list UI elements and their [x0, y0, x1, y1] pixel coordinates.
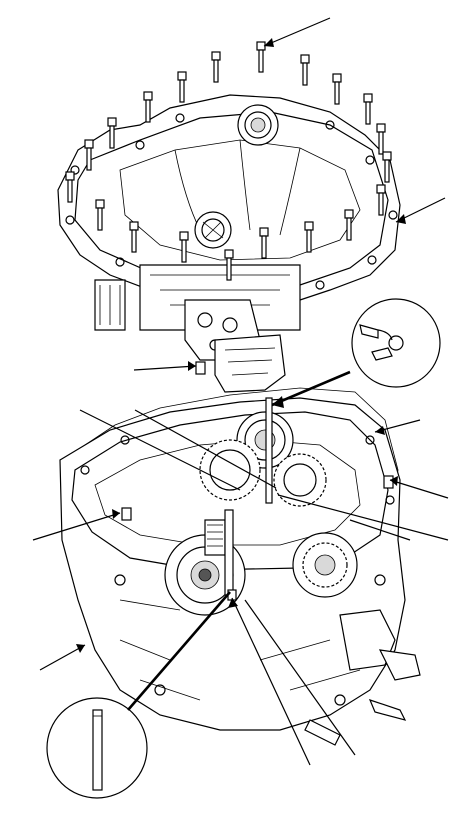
lower-case-assembly	[59, 397, 421, 746]
dowel-pin-left	[121, 507, 132, 521]
arrowheads	[76, 38, 406, 653]
upper-housing	[57, 41, 401, 393]
guide-rod	[265, 397, 273, 504]
detail-inset-pin	[46, 697, 148, 799]
dowel-pin-right	[383, 475, 394, 489]
guide-shaft	[224, 509, 234, 596]
dowel-pin-upper	[195, 361, 206, 375]
detail-inset-clip	[351, 298, 441, 388]
housing-bolt-set	[65, 41, 392, 281]
